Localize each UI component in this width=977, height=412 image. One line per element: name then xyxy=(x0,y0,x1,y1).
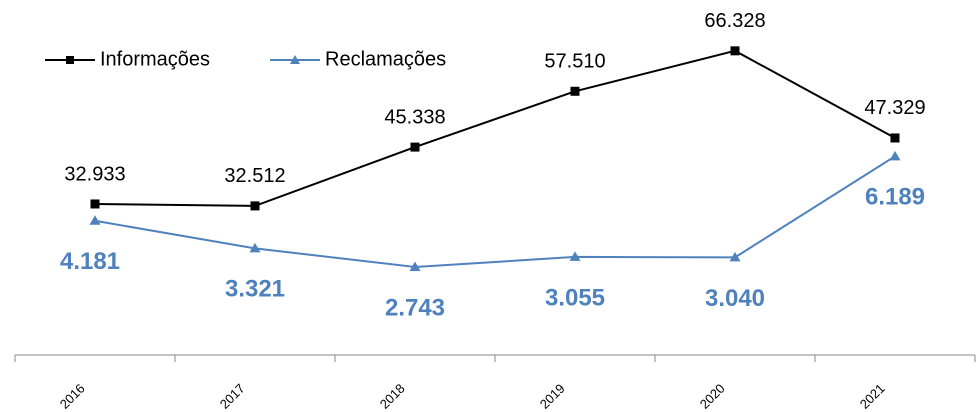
data-label: 3.321 xyxy=(225,276,285,303)
marker xyxy=(90,199,100,209)
marker xyxy=(730,46,740,56)
legend-marker xyxy=(66,56,74,64)
legend-label: Informações xyxy=(100,48,210,70)
legend-marker xyxy=(290,55,300,64)
series-line xyxy=(94,155,896,268)
data-label: 47.329 xyxy=(864,97,925,119)
data-label: 66.328 xyxy=(704,10,765,32)
x-tick-label: 2021 xyxy=(857,381,888,412)
marker xyxy=(889,150,901,161)
marker xyxy=(890,133,900,143)
data-label: 32.512 xyxy=(224,165,285,187)
marker xyxy=(729,251,741,262)
x-tick-label: 2020 xyxy=(697,381,728,412)
data-label: 32.933 xyxy=(64,163,125,185)
data-label: 3.055 xyxy=(545,284,605,311)
data-label: 6.189 xyxy=(865,184,925,211)
marker xyxy=(569,251,581,261)
data-label: 3.040 xyxy=(705,285,765,312)
marker xyxy=(570,86,580,96)
x-tick-label: 2018 xyxy=(377,381,408,412)
x-tick-label: 2017 xyxy=(217,381,248,412)
marker xyxy=(250,201,260,211)
marker xyxy=(249,242,261,253)
data-label: 4.181 xyxy=(60,248,120,275)
marker xyxy=(89,215,101,225)
data-label: 2.743 xyxy=(385,294,445,321)
marker xyxy=(410,142,420,152)
series-line xyxy=(94,49,896,207)
x-tick-label: 2016 xyxy=(57,381,88,412)
legend-label: Reclamações xyxy=(325,48,446,70)
data-label: 45.338 xyxy=(384,106,445,128)
data-label: 57.510 xyxy=(544,51,605,73)
marker xyxy=(409,261,421,271)
x-tick-label: 2019 xyxy=(537,381,568,412)
